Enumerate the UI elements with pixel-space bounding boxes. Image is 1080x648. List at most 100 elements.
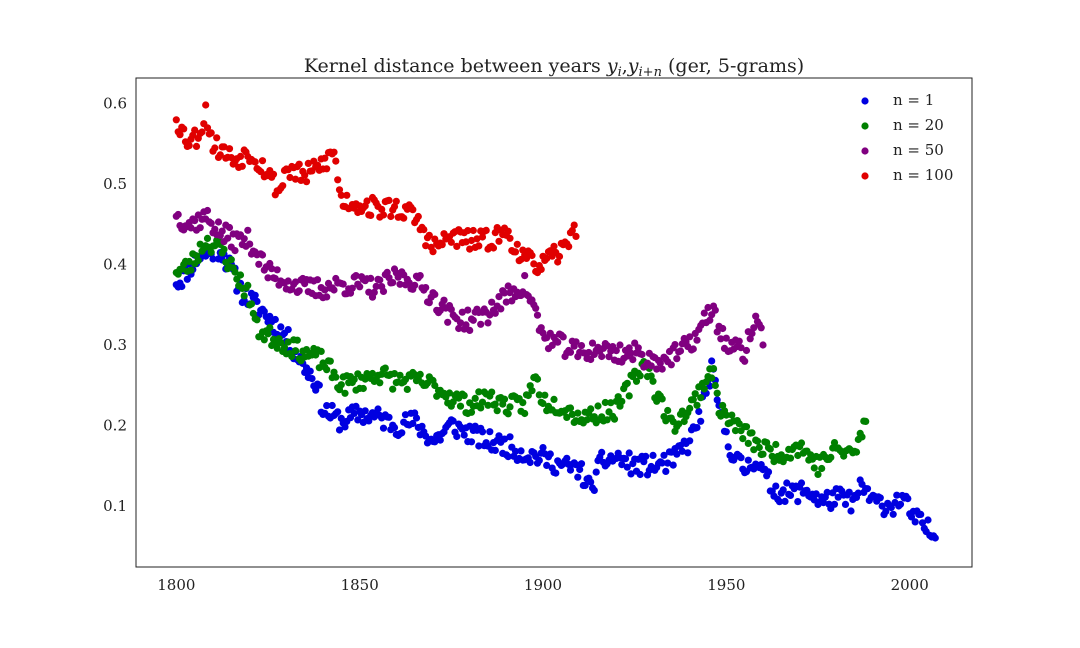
data-point [414,212,422,221]
data-point [673,355,681,363]
data-point [636,372,644,380]
data-point [574,473,582,481]
data-point [598,352,606,361]
data-point [858,433,866,441]
data-point [554,338,562,346]
data-point [273,266,281,274]
data-point [218,227,226,235]
data-point [264,330,272,338]
data-point [550,395,558,403]
data-point [566,348,575,356]
data-point [284,277,292,285]
data-point [291,347,300,355]
data-point [183,275,191,283]
data-point [403,385,411,393]
data-point [379,287,388,295]
data-point [225,145,234,153]
data-point [552,469,560,477]
data-point [786,454,795,462]
data-point [504,282,512,290]
data-point [717,335,725,343]
data-point [500,289,509,297]
data-point [312,386,320,394]
data-point [533,375,542,383]
data-point [422,432,430,440]
data-point [495,293,503,301]
data-point [187,224,195,232]
data-point [750,324,758,332]
data-point [416,272,424,280]
data-point [671,341,679,349]
data-point [741,357,749,365]
data-point [649,377,657,385]
data-point [565,243,573,251]
data-point [770,458,778,466]
data-point [506,433,514,441]
data-point [207,219,215,227]
data-point [337,381,345,389]
data-point [308,375,316,383]
data-point [568,226,576,235]
data-point [313,276,322,284]
data-point [568,410,576,418]
data-point [623,379,631,387]
data-point [390,370,399,378]
y-tick-label: 0.3 [103,336,127,354]
data-point [231,268,239,276]
data-point [532,304,540,312]
data-point [466,245,474,253]
legend-marker [861,147,869,155]
data-point [297,176,305,184]
series-2-points [172,234,870,478]
data-point [464,306,472,314]
data-point [328,401,336,410]
data-point [612,347,620,355]
data-point [477,320,485,328]
data-point [566,404,575,412]
data-point [253,297,261,305]
data-point [697,417,705,425]
data-point [178,282,186,291]
data-point [447,305,455,313]
data-point [341,389,349,397]
data-point [704,303,712,312]
data-point [251,158,259,166]
data-point [321,286,329,294]
data-point [803,486,811,494]
data-point [752,312,760,320]
data-point [433,392,441,400]
x-tick-label: 1900 [524,576,562,594]
data-point [271,315,279,324]
data-point [893,491,901,499]
data-point [495,237,503,245]
data-point [244,281,252,289]
legend: n = 1 n = 20 n = 50 n = 100 [861,91,953,184]
data-point [390,424,399,432]
data-point [240,235,248,243]
data-point [356,283,364,291]
data-point [601,398,609,407]
data-point [708,357,716,365]
data-point [618,397,626,405]
data-point [504,410,512,418]
data-point [519,399,527,407]
data-point [594,402,602,410]
data-point [797,479,806,487]
data-point [220,143,228,151]
data-point [268,265,276,273]
data-point [462,238,470,246]
data-point [478,398,487,406]
data-point [469,316,477,324]
data-point [422,242,430,250]
data-point [931,534,939,542]
data-point [623,463,631,471]
data-point [772,440,780,449]
data-point [697,394,705,402]
data-point [392,197,400,205]
data-point [709,365,718,373]
data-point [814,470,822,478]
data-point [863,485,872,493]
data-point [372,282,380,290]
data-point [436,436,444,444]
data-point [656,359,664,367]
